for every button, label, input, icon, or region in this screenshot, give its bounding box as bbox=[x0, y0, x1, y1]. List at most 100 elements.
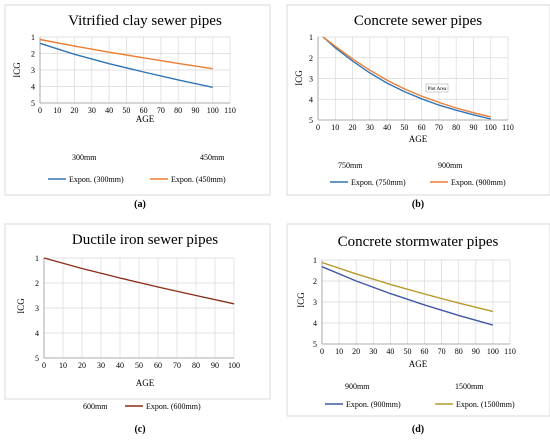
series-label: 300mm bbox=[72, 153, 97, 162]
x-axis-label: AGE bbox=[409, 359, 428, 369]
y-tick-label: 3 bbox=[309, 75, 313, 84]
x-tick-label: 0 bbox=[42, 361, 46, 370]
y-tick-label: 2 bbox=[309, 54, 313, 63]
x-tick-label: 80 bbox=[455, 347, 463, 356]
series-label: 750mm bbox=[338, 161, 363, 170]
series-label: 450mm bbox=[200, 153, 225, 162]
x-axis-label: AGE bbox=[136, 378, 155, 388]
x-axis-label: AGE bbox=[409, 134, 428, 144]
x-tick-label: 20 bbox=[71, 106, 79, 115]
y-tick-label: 3 bbox=[31, 66, 35, 75]
x-tick-label: 30 bbox=[369, 347, 377, 356]
x-tick-label: 100 bbox=[207, 106, 219, 115]
x-tick-label: 40 bbox=[116, 361, 124, 370]
y-tick-label: 1 bbox=[313, 256, 317, 265]
legend-entry: Expon. (300mm) bbox=[69, 175, 124, 184]
chart-title: Concrete sewer pipes bbox=[354, 13, 482, 29]
y-tick-label: 4 bbox=[31, 83, 35, 92]
x-tick-label: 100 bbox=[228, 361, 240, 370]
x-tick-label: 30 bbox=[97, 361, 105, 370]
x-tick-label: 60 bbox=[421, 347, 429, 356]
x-tick-label: 90 bbox=[211, 361, 219, 370]
x-tick-label: 60 bbox=[418, 123, 426, 132]
x-tick-label: 80 bbox=[192, 361, 200, 370]
legend-entry: Expon. (1500mm) bbox=[456, 400, 515, 409]
chart-border bbox=[4, 223, 271, 400]
x-tick-label: 0 bbox=[38, 106, 42, 115]
y-tick-label: 1 bbox=[35, 254, 39, 263]
legend-entry: Expon. (900mm) bbox=[451, 178, 506, 187]
y-axis-label: ICG bbox=[294, 70, 304, 86]
chart-panel-3: 0 10 20 30 40 50 60 70 80 90 100 1 2 3 4 5 Ductile iron … bbox=[4, 223, 271, 435]
y-tick-label: 4 bbox=[313, 319, 317, 328]
x-tick-label: 20 bbox=[349, 123, 357, 132]
x-tick-label: 50 bbox=[135, 361, 143, 370]
x-tick-label: 60 bbox=[140, 106, 148, 115]
series-line-2 bbox=[321, 261, 494, 313]
legend-entry: Expon. (450mm) bbox=[171, 175, 226, 184]
annotation-box bbox=[425, 83, 449, 93]
y-tick-label: 2 bbox=[313, 277, 317, 286]
x-tick-label: 40 bbox=[386, 347, 394, 356]
x-tick-label: 50 bbox=[403, 347, 411, 356]
panel-caption: (b) bbox=[412, 199, 424, 210]
x-tick-label: 70 bbox=[438, 347, 446, 356]
x-tick-label: 100 bbox=[485, 123, 497, 132]
chart-panel-4: 0 10 20 30 40 50 60 70 80 90 100 110 1 2 3 4 5 Concrete s… bbox=[286, 223, 550, 435]
series-line-2 bbox=[322, 36, 491, 118]
x-tick-label: 110 bbox=[224, 106, 236, 115]
y-tick-label: 2 bbox=[35, 279, 39, 288]
y-tick-label: 3 bbox=[35, 304, 39, 313]
chart-title: Concrete stormwater pipes bbox=[338, 234, 499, 250]
chart-title: Vitrified clay sewer pipes bbox=[68, 13, 222, 29]
x-tick-label: 50 bbox=[122, 106, 130, 115]
x-tick-label: 0 bbox=[316, 123, 320, 132]
legend-entry: Expon. (600mm) bbox=[146, 402, 201, 411]
x-tick-label: 70 bbox=[435, 123, 443, 132]
legend-entry: Expon. (750mm) bbox=[351, 178, 406, 187]
series-line-1 bbox=[322, 36, 491, 120]
chart-border bbox=[286, 223, 550, 417]
series-line-1 bbox=[321, 266, 494, 326]
y-tick-label: 5 bbox=[309, 116, 313, 125]
y-axis-label: ICG bbox=[12, 62, 22, 78]
series-line-1 bbox=[39, 42, 213, 88]
x-tick-label: 70 bbox=[173, 361, 181, 370]
y-tick-label: 5 bbox=[35, 354, 39, 363]
x-tick-label: 10 bbox=[59, 361, 67, 370]
series-label: 900mm bbox=[438, 161, 463, 170]
x-tick-label: 90 bbox=[191, 106, 199, 115]
x-tick-label: 100 bbox=[487, 347, 499, 356]
x-tick-label: 20 bbox=[352, 347, 360, 356]
y-tick-label: 1 bbox=[31, 33, 35, 42]
x-tick-label: 110 bbox=[504, 347, 516, 356]
x-tick-label: 60 bbox=[154, 361, 162, 370]
panel-caption: (a) bbox=[134, 199, 146, 210]
chart-border bbox=[286, 4, 550, 196]
y-tick-label: 4 bbox=[309, 95, 313, 104]
chart-panel-1: 0 10 20 30 40 50 60 70 80 90 100 110 1 2 3 4 5 Vitrified … bbox=[4, 4, 271, 210]
x-tick-label: 0 bbox=[320, 347, 324, 356]
y-axis-label: ICG bbox=[296, 292, 306, 308]
y-tick-label: 4 bbox=[35, 329, 39, 338]
chart-title: Ductile iron sewer pipes bbox=[72, 232, 218, 248]
y-axis-label: ICG bbox=[16, 298, 26, 314]
y-tick-label: 5 bbox=[31, 99, 35, 108]
x-tick-label: 70 bbox=[157, 106, 165, 115]
x-tick-label: 10 bbox=[53, 106, 61, 115]
x-tick-label: 40 bbox=[383, 123, 391, 132]
y-tick-label: 3 bbox=[313, 298, 317, 307]
x-axis-label: AGE bbox=[136, 114, 155, 124]
y-tick-label: 1 bbox=[309, 33, 313, 42]
series-label: 600mm bbox=[83, 402, 108, 411]
x-tick-label: 90 bbox=[469, 123, 477, 132]
panel-caption: (d) bbox=[412, 424, 424, 435]
x-tick-label: 10 bbox=[335, 347, 343, 356]
panel-caption: (c) bbox=[134, 424, 145, 435]
series-label: 900mm bbox=[345, 382, 370, 391]
y-tick-label: 5 bbox=[313, 340, 317, 349]
series-label: 1500mm bbox=[455, 382, 484, 391]
x-tick-label: 10 bbox=[331, 123, 339, 132]
annotation-label: Plot Area bbox=[428, 87, 448, 92]
